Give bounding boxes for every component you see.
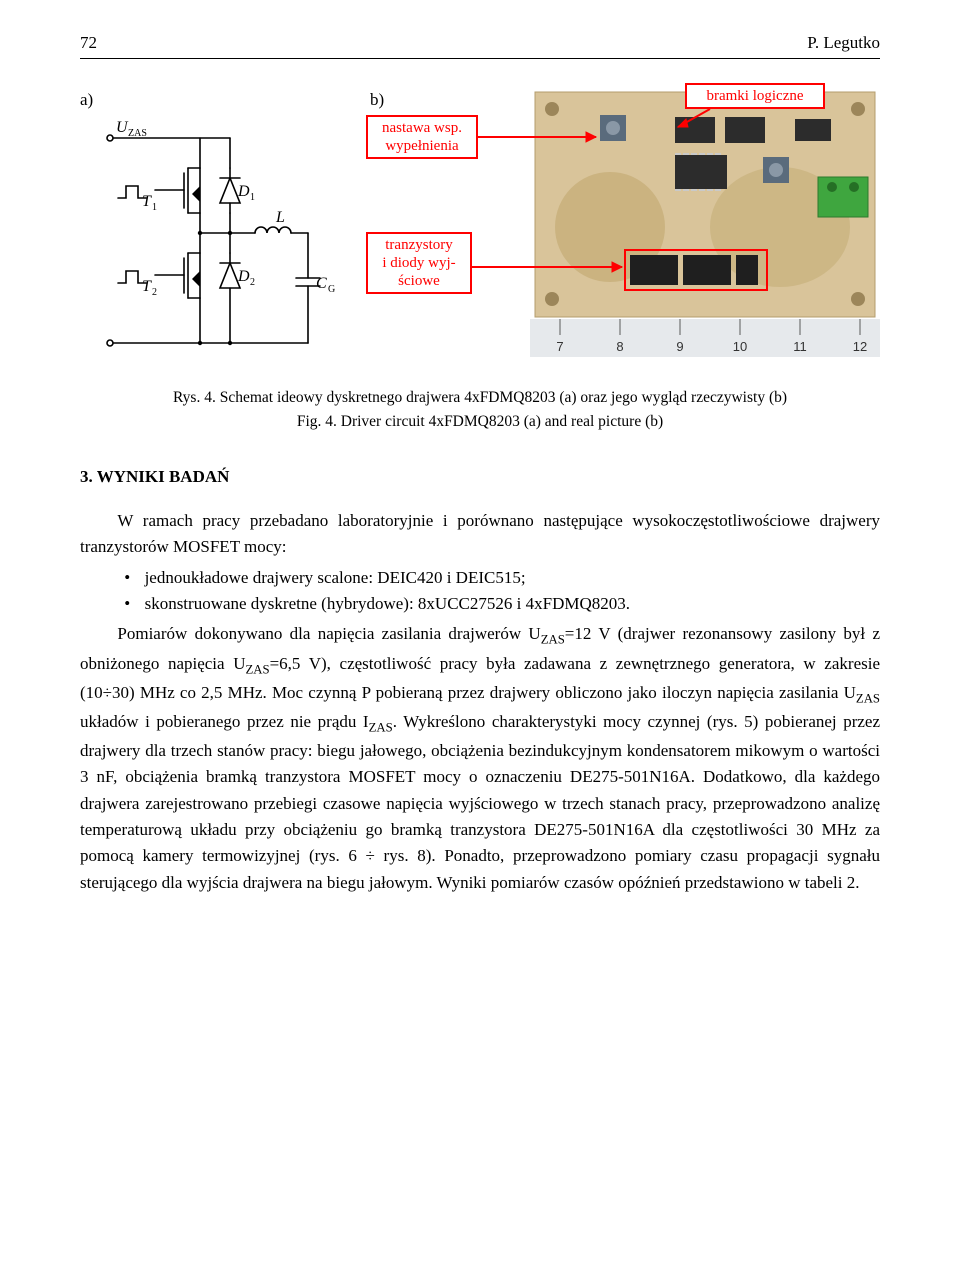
svg-text:9: 9 bbox=[676, 339, 683, 354]
caption-line: Rys. 4. Schemat ideowy dyskretnego drajw… bbox=[80, 386, 880, 410]
callout-text-line: ściowe bbox=[398, 273, 440, 289]
figure-4a-label: a) bbox=[80, 87, 340, 113]
svg-text:G: G bbox=[328, 284, 335, 295]
svg-text:D: D bbox=[237, 268, 250, 285]
figure-4b-label: b) bbox=[370, 87, 384, 113]
callout-text-line: tranzystory bbox=[385, 237, 452, 253]
svg-text:10: 10 bbox=[733, 339, 747, 354]
figure-4: a) U ZAS bbox=[80, 87, 880, 377]
body-text: W ramach pracy przebadano laboratoryjnie… bbox=[80, 508, 880, 896]
paragraph: Pomiarów dokonywano dla napięcia zasilan… bbox=[80, 621, 880, 896]
svg-text:12: 12 bbox=[853, 339, 867, 354]
callout-tranzystory: tranzystory i diody wyj- ściowe bbox=[366, 232, 472, 294]
section-heading: 3. WYNIKI BADAŃ bbox=[80, 464, 880, 490]
figure-4a: a) U ZAS bbox=[80, 87, 340, 377]
svg-text:C: C bbox=[316, 275, 327, 292]
figure-4b: b) bbox=[370, 87, 900, 362]
paragraph: W ramach pracy przebadano laboratoryjnie… bbox=[80, 508, 880, 561]
callout-text-line: wypełnienia bbox=[385, 138, 458, 154]
caption-line: Fig. 4. Driver circuit 4xFDMQ8203 (a) an… bbox=[80, 410, 880, 434]
author-name: P. Legutko bbox=[807, 30, 880, 56]
svg-text:ZAS: ZAS bbox=[128, 128, 147, 139]
figure-4-caption: Rys. 4. Schemat ideowy dyskretnego drajw… bbox=[80, 386, 880, 434]
svg-text:2: 2 bbox=[250, 277, 255, 288]
callout-text-line: nastawa wsp. bbox=[382, 120, 462, 136]
pcb-illustration: 7 8 9 10 11 12 bbox=[480, 87, 900, 362]
svg-text:2: 2 bbox=[152, 287, 157, 298]
svg-text:1: 1 bbox=[152, 202, 157, 213]
callout-text-line: i diody wyj- bbox=[382, 255, 455, 271]
svg-text:T: T bbox=[142, 193, 152, 210]
svg-text:D: D bbox=[237, 183, 250, 200]
page-number: 72 bbox=[80, 30, 97, 56]
svg-text:T: T bbox=[142, 278, 152, 295]
svg-text:L: L bbox=[275, 209, 285, 226]
page-header: 72 P. Legutko bbox=[80, 30, 880, 59]
svg-text:11: 11 bbox=[793, 339, 807, 354]
callout-nastawa: nastawa wsp. wypełnienia bbox=[366, 115, 478, 159]
svg-text:8: 8 bbox=[616, 339, 623, 354]
list-item: skonstruowane dyskretne (hybrydowe): 8xU… bbox=[124, 591, 880, 617]
list-item: jednoukładowe drajwery scalone: DEIC420 … bbox=[124, 565, 880, 591]
svg-text:1: 1 bbox=[250, 192, 255, 203]
schematic-drawing: U ZAS T 1 bbox=[80, 118, 340, 378]
svg-text:7: 7 bbox=[556, 339, 563, 354]
